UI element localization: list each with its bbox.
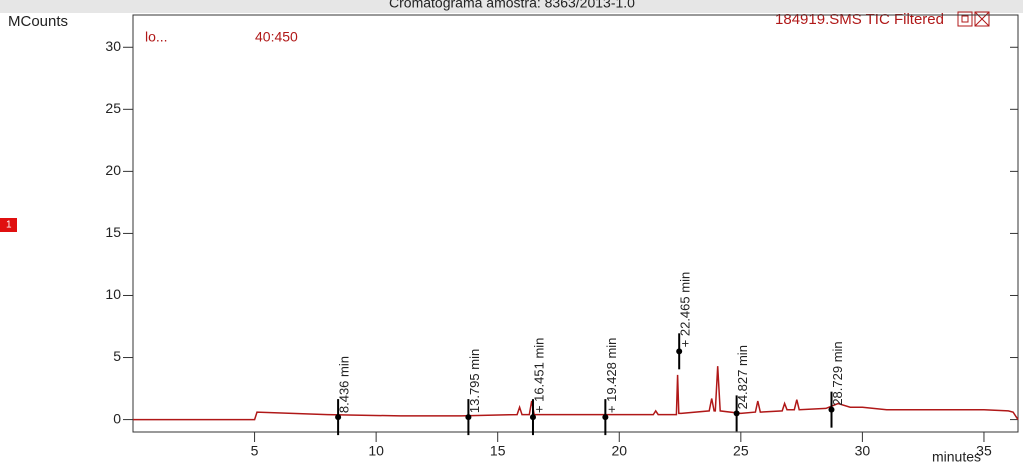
header-left: lo... — [145, 29, 168, 45]
x-tick-label: 35 — [976, 443, 992, 459]
close-icon — [974, 11, 990, 27]
y-tick-label: 5 — [113, 348, 121, 364]
y-tick-label: 25 — [105, 100, 121, 116]
plot-frame — [132, 14, 1019, 433]
peak-label: 28.729 min — [830, 341, 845, 405]
peak-marker — [828, 406, 835, 413]
trace — [133, 366, 1019, 421]
peak-marker — [465, 414, 472, 421]
side-marker-box — [0, 218, 17, 232]
title-bar — [0, 0, 1023, 13]
y-tick-label: 15 — [105, 224, 121, 240]
peak-label: 13.795 min — [467, 349, 482, 413]
peak-marker — [529, 414, 536, 421]
side-marker: 1 — [6, 220, 12, 231]
restore-icon — [961, 15, 969, 23]
x-tick-label: 30 — [855, 443, 871, 459]
peak-label: 24.827 min — [735, 345, 750, 409]
peak-label: + 19.428 min — [604, 338, 619, 414]
peak-marker — [335, 414, 342, 421]
x-tick-label: 25 — [733, 443, 749, 459]
x-tick-label: 20 — [611, 443, 627, 459]
y-tick-label: 0 — [113, 410, 121, 426]
header-right: 184919.SMS TIC Filtered — [775, 11, 944, 28]
peak-label: 8.436 min — [337, 356, 352, 413]
x-tick-label: 5 — [251, 443, 259, 459]
peak-label: + 16.451 min — [531, 338, 546, 414]
x-axis-label: minutes — [932, 449, 981, 465]
y-tick-label: 30 — [105, 38, 121, 54]
x-tick-label: 10 — [368, 443, 384, 459]
x-tick-label: 15 — [490, 443, 506, 459]
close-button[interactable] — [974, 11, 990, 27]
peak-marker — [676, 348, 683, 355]
chart-title: Cromatograma amostra: 8363/2013-1.0 — [389, 0, 635, 11]
y-tick-label: 10 — [105, 286, 121, 302]
header-range: 40:450 — [255, 29, 298, 45]
y-axis-label: MCounts — [8, 13, 68, 30]
restore-button[interactable] — [957, 11, 973, 27]
peak-label: + 22.465 min — [678, 272, 693, 348]
peak-marker — [733, 410, 740, 417]
peak-marker — [602, 414, 609, 421]
y-tick-label: 20 — [105, 162, 121, 178]
